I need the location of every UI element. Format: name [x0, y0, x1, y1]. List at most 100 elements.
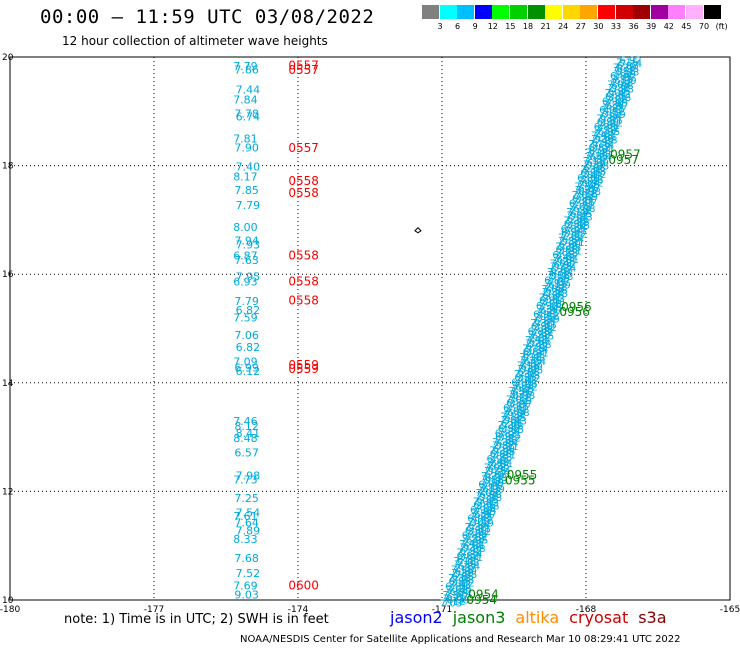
swh-value[interactable]: 7.11	[545, 279, 567, 290]
swh-value[interactable]: 6.99	[531, 321, 553, 332]
swh-value[interactable]: 7.26	[487, 461, 509, 472]
swh-value[interactable]: 7.43	[487, 457, 509, 468]
swh-value[interactable]: 7.29	[492, 437, 514, 448]
swh-value[interactable]: 7.11	[507, 401, 529, 412]
swh-value[interactable]: 7.12	[454, 556, 476, 567]
swh-value[interactable]: 7.22	[535, 323, 557, 334]
pass-time-label[interactable]: 0557	[288, 59, 319, 73]
swh-value[interactable]: 6.87	[512, 388, 534, 399]
swh-value[interactable]: 7.08	[529, 340, 551, 351]
swh-value[interactable]: 7.29	[510, 396, 532, 407]
swh-value[interactable]: 7.02	[463, 537, 485, 548]
swh-value[interactable]: 7.46	[233, 415, 258, 428]
swh-value[interactable]: 7.08	[501, 422, 523, 433]
swh-value[interactable]: 7.34	[508, 386, 530, 397]
swh-value[interactable]: 7.15	[456, 548, 478, 559]
swh-value[interactable]: 7.61	[233, 510, 258, 523]
swh-value[interactable]: 6.81	[511, 377, 533, 388]
swh-value[interactable]: 7.89	[236, 524, 261, 537]
swh-value[interactable]: 7.21	[613, 63, 635, 74]
swh-value[interactable]: 6.87	[457, 551, 479, 562]
swh-value[interactable]: 7.22	[573, 200, 595, 211]
swh-value[interactable]: 7.37	[510, 400, 532, 411]
swh-value[interactable]: 7.22	[601, 119, 623, 130]
swh-value[interactable]: 7.22	[479, 486, 501, 497]
swh-value[interactable]: 7.22	[583, 160, 605, 171]
swh-value[interactable]: 7.22	[555, 241, 577, 252]
pass-time-label[interactable]: 0558	[288, 274, 319, 288]
swh-value[interactable]: 7.21	[509, 389, 531, 400]
swh-value[interactable]: 7.37	[530, 318, 552, 329]
swh-value[interactable]: 6.98	[513, 391, 535, 402]
swh-value[interactable]: 7.34	[498, 427, 520, 438]
swh-value[interactable]: 6.84	[572, 194, 594, 205]
swh-value[interactable]: 7.79	[233, 60, 258, 73]
swh-value[interactable]: 7.43	[553, 253, 575, 264]
swh-value[interactable]: 7.37	[576, 195, 598, 206]
swh-value[interactable]: 7.09	[233, 356, 258, 369]
swh-value[interactable]: 7.22	[489, 446, 511, 457]
swh-value[interactable]: 7.26	[553, 257, 575, 268]
swh-value[interactable]: 7.11	[517, 360, 539, 371]
swh-value[interactable]: 7.05	[597, 120, 619, 131]
swh-value[interactable]: 7.98	[236, 470, 261, 483]
swh-value[interactable]: 6.88	[556, 245, 578, 256]
swh-value[interactable]: 7.29	[472, 519, 494, 530]
swh-value[interactable]: 7.95	[236, 270, 261, 283]
swh-value[interactable]: 6.84	[534, 316, 556, 327]
swh-value[interactable]: 6.99	[569, 199, 591, 210]
swh-value[interactable]: 7.08	[595, 136, 617, 147]
swh-value[interactable]: 7.03	[589, 149, 611, 160]
swh-value[interactable]: 7.18	[500, 411, 522, 422]
swh-value[interactable]: 7.43	[525, 335, 547, 346]
swh-value[interactable]: 6.81	[557, 255, 579, 266]
swh-value[interactable]: 7.18	[462, 534, 484, 545]
swh-value[interactable]: 7.40	[236, 161, 261, 174]
swh-value[interactable]: 6.95	[532, 331, 554, 342]
swh-value[interactable]: 6.88	[573, 204, 595, 215]
swh-value[interactable]: 7.79	[236, 199, 261, 212]
swh-value[interactable]: 7.29	[614, 69, 636, 80]
swh-value[interactable]: 7.34	[564, 223, 586, 234]
swh-value[interactable]: 7.31	[514, 369, 536, 380]
swh-value[interactable]: 6.92	[526, 342, 548, 353]
swh-value[interactable]: 7.26	[591, 134, 613, 145]
swh-value[interactable]: 7.34	[620, 59, 642, 70]
swh-value[interactable]: 6.88	[528, 326, 550, 337]
swh-value[interactable]: 7.29	[603, 110, 625, 121]
swh-value[interactable]: 6.87	[233, 250, 258, 263]
swh-value[interactable]: 6.81	[463, 541, 485, 552]
swh-value[interactable]: 7.37	[454, 563, 476, 574]
swh-value[interactable]: 7.12	[565, 229, 587, 240]
swh-value[interactable]: 7.29	[454, 560, 476, 571]
swh-value[interactable]: 7.06	[234, 329, 259, 342]
swh-value[interactable]: 6.87	[523, 347, 545, 358]
swh-value[interactable]: 7.18	[546, 289, 568, 300]
swh-value[interactable]: 7.31	[542, 287, 564, 298]
swh-value[interactable]: 6.95	[598, 127, 620, 138]
swh-value[interactable]: 6.84	[610, 71, 632, 82]
swh-value[interactable]: 7.26	[543, 297, 565, 308]
swh-value[interactable]: 7.84	[233, 93, 258, 106]
swh-value[interactable]: 6.88	[583, 163, 605, 174]
swh-value[interactable]: 6.88	[507, 408, 529, 419]
swh-value[interactable]: 7.52	[236, 567, 261, 580]
pass-time-label[interactable]: 0956	[561, 300, 592, 314]
swh-value[interactable]: 7.02	[452, 578, 474, 589]
swh-value[interactable]: 6.88	[490, 449, 512, 460]
swh-value[interactable]: 7.43	[449, 580, 471, 591]
swh-value[interactable]: 7.94	[234, 235, 259, 248]
swh-value[interactable]: 6.84	[562, 234, 584, 245]
swh-value[interactable]: 7.21	[471, 512, 493, 523]
swh-value[interactable]: 6.87	[606, 102, 628, 113]
swh-value[interactable]: 6.92	[536, 301, 558, 312]
swh-value[interactable]: 7.37	[586, 154, 608, 165]
swh-value[interactable]: 7.03	[551, 272, 573, 283]
swh-value[interactable]: 6.88	[611, 81, 633, 92]
swh-value[interactable]: 6.92	[488, 464, 510, 475]
swh-value[interactable]: 7.15	[606, 98, 628, 109]
swh-value[interactable]: 7.18	[528, 330, 550, 341]
swh-value[interactable]: 7.34	[526, 345, 548, 356]
swh-value[interactable]: 7.31	[559, 246, 581, 257]
swh-value[interactable]: 7.12	[471, 515, 493, 526]
